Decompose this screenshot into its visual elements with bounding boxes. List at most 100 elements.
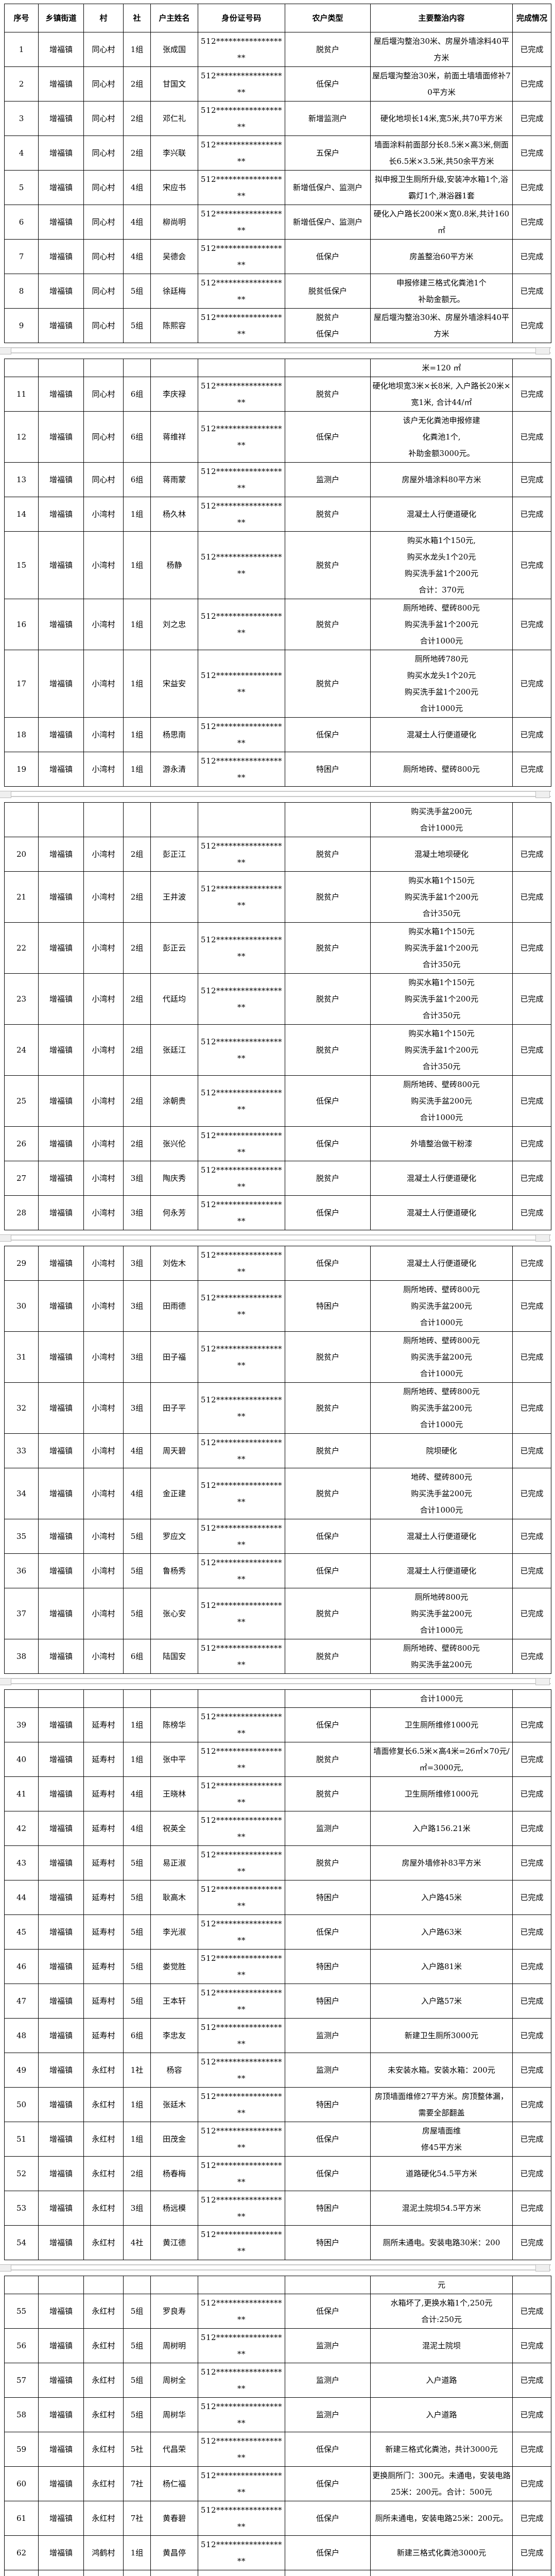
id-number-cell: 512****************** bbox=[198, 2328, 285, 2363]
renovation-content-cell: 厕所地砖、壁砖800元 购买洗手盆200元 合计1000元 bbox=[370, 1382, 513, 1434]
table-row: 24 增福镇 小湾村 2组 张廷江 512****************** 脱贫户 购买水… bbox=[4, 1024, 551, 1076]
renovation-content-cell: 硬化地坝长14米,宽5米,共70平方米 bbox=[370, 101, 513, 136]
town-cell: 增福镇 bbox=[38, 1075, 84, 1127]
table-row: 33 增福镇 小湾村 4组 周天碧 512****************** 脱贫户 院坝硬… bbox=[4, 1433, 551, 1468]
group-cell: 1组 bbox=[123, 2122, 151, 2157]
page-break-line bbox=[0, 1240, 551, 1241]
householder-name-cell: 蒋维祥 bbox=[150, 411, 198, 463]
renovation-content-cell: 地砖、壁砖800元 购买洗手盆200元 合计1000元 bbox=[370, 1468, 513, 1519]
completion-status-cell: 已完成 bbox=[512, 1811, 551, 1846]
household-type-cell: 特困户 bbox=[285, 1880, 371, 1915]
completion-status-cell: 已完成 bbox=[512, 2053, 551, 2088]
completion-status-cell: 已完成 bbox=[512, 650, 551, 718]
id-number-cell: 512****************** bbox=[198, 2294, 285, 2329]
householder-name-cell: 代廷均 bbox=[150, 973, 198, 1025]
completion-status-cell: 已完成 bbox=[512, 377, 551, 412]
group-cell: 1组 bbox=[123, 1707, 151, 1742]
town-cell: 增福镇 bbox=[38, 2053, 84, 2088]
group-cell: 4组 bbox=[123, 1468, 151, 1519]
row-number-cell: 21 bbox=[4, 871, 39, 923]
row-number-cell: 28 bbox=[4, 1195, 39, 1230]
town-cell: 增福镇 bbox=[38, 1126, 84, 1161]
table-row: 4 增福镇 同心村 2组 李兴联 512****************** 五保户 墙面涂料… bbox=[4, 135, 551, 171]
row-number-cell: 18 bbox=[4, 717, 39, 752]
table-row: 41 增福镇 延寿村 4组 王晓林 512****************** 脱贫户 卫生厕… bbox=[4, 1776, 551, 1811]
village-cell: 小湾村 bbox=[83, 1553, 124, 1588]
household-type-cell: 低保户 bbox=[285, 1075, 371, 1127]
household-type-cell: 脱贫户 bbox=[285, 377, 371, 412]
group-cell bbox=[123, 802, 151, 837]
town-cell: 增福镇 bbox=[38, 135, 84, 171]
id-number-cell: 512****************** bbox=[198, 2432, 285, 2467]
householder-name-cell: 李忠友 bbox=[150, 2018, 198, 2053]
table-row: 52 增福镇 永红村 2组 杨春梅 512****************** 低保户 道路硬… bbox=[4, 2156, 551, 2191]
id-number-cell: 512****************** bbox=[198, 752, 285, 787]
row-number-cell: 60 bbox=[4, 2466, 39, 2501]
renovation-content-cell: 厕所未通电，安装电路25米：200元。 bbox=[370, 2501, 513, 2536]
household-type-cell: 特困户 bbox=[285, 2191, 371, 2226]
town-cell: 增福镇 bbox=[38, 1914, 84, 1950]
household-type-cell: 监测户 bbox=[285, 2397, 371, 2432]
row-number-cell: 58 bbox=[4, 2397, 39, 2432]
id-number-cell: 512****************** bbox=[198, 2225, 285, 2260]
table-row: 36 增福镇 小湾村 5组 鲁杨秀 512****************** 低保户 混凝土… bbox=[4, 1553, 551, 1588]
householder-name-cell: 王井波 bbox=[150, 871, 198, 923]
household-type-cell: 低保户 bbox=[285, 717, 371, 752]
householder-name-cell: 周树明 bbox=[150, 2328, 198, 2363]
id-number-cell bbox=[198, 2276, 285, 2294]
row-number-cell: 57 bbox=[4, 2363, 39, 2398]
completion-status-cell: 已完成 bbox=[512, 717, 551, 752]
householder-name-cell: 刘佐木 bbox=[150, 1246, 198, 1281]
town-cell bbox=[38, 1689, 84, 1708]
completion-status-cell bbox=[512, 2276, 551, 2294]
completion-status-cell: 已完成 bbox=[512, 752, 551, 787]
group-cell: 3组 bbox=[123, 1246, 151, 1281]
renovation-content-cell: 混凝土人行便道硬化 bbox=[370, 1553, 513, 1588]
completion-status-cell: 已完成 bbox=[512, 1588, 551, 1639]
row-number-cell: 38 bbox=[4, 1639, 39, 1674]
householder-name-cell: 黄江德 bbox=[150, 2225, 198, 2260]
table-row: 19 增福镇 小湾村 1组 游永清 512****************** 特困户 厕所地… bbox=[4, 752, 551, 787]
id-number-cell: 512****************** bbox=[198, 377, 285, 412]
table-row: 16 增福镇 小湾村 1组 刘之忠 512****************** 脱贫户 厕所地… bbox=[4, 599, 551, 650]
id-number-cell: 512****************** bbox=[198, 2501, 285, 2536]
householder-name-cell: 罗良寿 bbox=[150, 2294, 198, 2329]
household-type-cell: 监测户 bbox=[285, 2053, 371, 2088]
village-cell: 小湾村 bbox=[83, 497, 124, 532]
page-break-line bbox=[0, 347, 551, 348]
completion-status-cell: 已完成 bbox=[512, 1519, 551, 1554]
householder-name-cell: 杨容 bbox=[150, 2053, 198, 2088]
group-cell: 5组 bbox=[123, 1845, 151, 1880]
renovation-content-cell: 混凝土人行便道硬化 bbox=[370, 1195, 513, 1230]
town-cell: 增福镇 bbox=[38, 32, 84, 67]
row-number-cell: 5 bbox=[4, 170, 39, 205]
household-type-cell: 特困户 bbox=[285, 2225, 371, 2260]
village-cell: 永红村 bbox=[83, 2087, 124, 2122]
village-cell: 小湾村 bbox=[83, 973, 124, 1025]
renovation-content-cell: 厕所地砖、壁砖800元 购买洗手盆200元 合计1000元 bbox=[370, 1331, 513, 1383]
table-row: 42 增福镇 延寿村 4组 祝英全 512****************** 监测户 入户路… bbox=[4, 1811, 551, 1846]
village-cell: 小湾村 bbox=[83, 1639, 124, 1674]
row-number-cell: 36 bbox=[4, 1553, 39, 1588]
table-row: 48 增福镇 延寿村 6组 李忠友 512****************** 监测户 新建卫… bbox=[4, 2018, 551, 2053]
table-continuation-row: 米=120 ㎡ bbox=[4, 359, 551, 377]
group-cell: 3组 bbox=[123, 1331, 151, 1383]
household-type-cell: 脱贫户 bbox=[285, 1639, 371, 1674]
group-cell: 1组 bbox=[123, 497, 151, 532]
village-cell: 永红村 bbox=[83, 2328, 124, 2363]
completion-status-cell: 已完成 bbox=[512, 308, 551, 343]
town-cell: 增福镇 bbox=[38, 2328, 84, 2363]
group-cell: 1组 bbox=[123, 1742, 151, 1777]
completion-status-cell: 已完成 bbox=[512, 32, 551, 67]
village-cell: 延寿村 bbox=[83, 2018, 124, 2053]
row-number-cell: 14 bbox=[4, 497, 39, 532]
group-cell: 1组 bbox=[123, 531, 151, 599]
town-cell: 增福镇 bbox=[38, 1246, 84, 1281]
group-cell: 4组 bbox=[123, 1433, 151, 1468]
village-cell: 同心村 bbox=[83, 101, 124, 136]
renovation-content-cell: 屋后堰沟整治30米，前面土墙墙面修补70平方米 bbox=[370, 66, 513, 101]
group-cell: 7社 bbox=[123, 2501, 151, 2536]
table-row: 54 增福镇 永红村 4社 黄江德 512****************** 特困户 厕所未… bbox=[4, 2225, 551, 2260]
group-cell: 7社 bbox=[123, 2466, 151, 2501]
id-number-cell: 512****************** bbox=[198, 1707, 285, 1742]
